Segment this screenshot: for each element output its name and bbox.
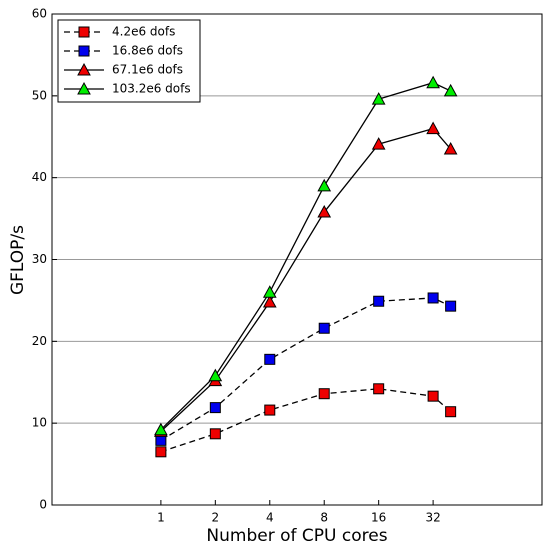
marker <box>373 295 385 307</box>
marker <box>443 141 458 155</box>
marker <box>78 45 90 57</box>
legend-label: 67.1e6 dofs <box>112 63 183 77</box>
marker <box>318 322 330 334</box>
legend: 4.2e6 dofs 16.8e6 dofs 67.1e6 dofs 103.2e6 … <box>57 19 201 103</box>
marker <box>427 390 439 402</box>
marker <box>209 402 221 414</box>
legend-label: 16.8e6 dofs <box>112 44 183 58</box>
series-line <box>160 388 452 453</box>
marker <box>371 137 386 150</box>
legend-label: 4.2e6 dofs <box>112 25 175 39</box>
marker <box>426 121 440 135</box>
series-line <box>160 297 451 441</box>
marker <box>264 404 276 416</box>
y-tick-label: 50 <box>32 88 47 102</box>
y-tick-label: 60 <box>32 7 47 21</box>
y-tick-label: 0 <box>39 498 47 512</box>
plot-frame <box>51 13 543 506</box>
marker <box>427 292 439 304</box>
legend-label: 103.2e6 dofs <box>112 82 191 96</box>
marker <box>371 92 386 105</box>
x-tick-label: 8 <box>320 511 328 525</box>
marker <box>443 83 458 97</box>
y-tick-label: 30 <box>32 252 47 266</box>
series-line <box>160 82 451 431</box>
marker <box>262 295 277 308</box>
marker <box>155 446 167 458</box>
x-tick-label: 1 <box>157 511 165 525</box>
marker <box>426 75 440 89</box>
x-axis-label: Number of CPU cores <box>206 526 387 546</box>
marker <box>445 406 457 418</box>
y-tick-label: 20 <box>32 334 47 348</box>
x-tick-label: 16 <box>371 511 386 525</box>
marker <box>373 383 385 395</box>
marker <box>262 285 277 298</box>
y-axis-label: GFLOP/s <box>8 225 28 295</box>
x-tick-label: 4 <box>266 511 274 525</box>
marker <box>155 434 167 446</box>
marker <box>208 368 223 382</box>
x-tick-label: 32 <box>425 511 440 525</box>
marker <box>445 300 457 312</box>
marker <box>77 62 91 76</box>
marker <box>318 388 330 400</box>
marker <box>78 26 90 38</box>
marker <box>264 353 276 365</box>
y-tick-label: 10 <box>32 416 47 430</box>
marker <box>317 204 332 218</box>
y-tick-label: 40 <box>32 170 47 184</box>
marker <box>209 428 221 440</box>
marker <box>317 178 332 192</box>
marker <box>77 81 91 95</box>
x-tick-label: 2 <box>212 511 220 525</box>
marker <box>154 422 168 436</box>
